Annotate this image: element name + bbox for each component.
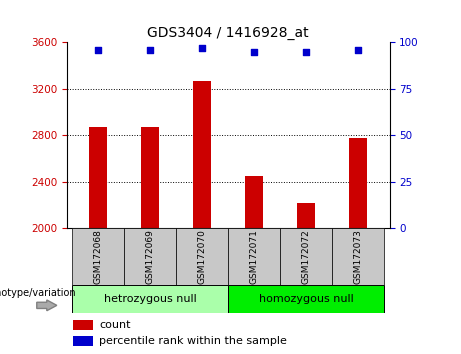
Bar: [228, 285, 384, 313]
Text: GSM172073: GSM172073: [354, 229, 363, 284]
Text: GSM172071: GSM172071: [250, 229, 259, 284]
Bar: [73, 320, 93, 330]
FancyArrow shape: [37, 300, 57, 311]
Bar: [193, 81, 211, 228]
Bar: [228, 228, 280, 285]
Bar: [72, 285, 228, 313]
Text: GSM172070: GSM172070: [198, 229, 207, 284]
Bar: [245, 176, 263, 228]
Text: GSM172068: GSM172068: [94, 229, 103, 284]
Bar: [72, 228, 124, 285]
Bar: [280, 228, 332, 285]
Bar: [73, 336, 93, 346]
Text: GSM172069: GSM172069: [146, 229, 154, 284]
Text: GSM172072: GSM172072: [302, 229, 311, 284]
Point: [95, 47, 102, 53]
Text: genotype/variation: genotype/variation: [0, 288, 77, 298]
Text: hetrozygous null: hetrozygous null: [104, 294, 196, 304]
Bar: [332, 228, 384, 285]
Bar: [349, 138, 367, 228]
Bar: [176, 228, 228, 285]
Point: [147, 47, 154, 53]
Point: [355, 47, 362, 53]
Point: [250, 49, 258, 55]
Text: percentile rank within the sample: percentile rank within the sample: [99, 336, 287, 346]
Text: homozygous null: homozygous null: [259, 294, 354, 304]
Title: GDS3404 / 1416928_at: GDS3404 / 1416928_at: [148, 26, 309, 40]
Point: [199, 45, 206, 51]
Point: [302, 49, 310, 55]
Bar: [141, 127, 159, 228]
Text: count: count: [99, 320, 130, 330]
Bar: [124, 228, 176, 285]
Bar: [89, 127, 107, 228]
Bar: [297, 203, 315, 228]
